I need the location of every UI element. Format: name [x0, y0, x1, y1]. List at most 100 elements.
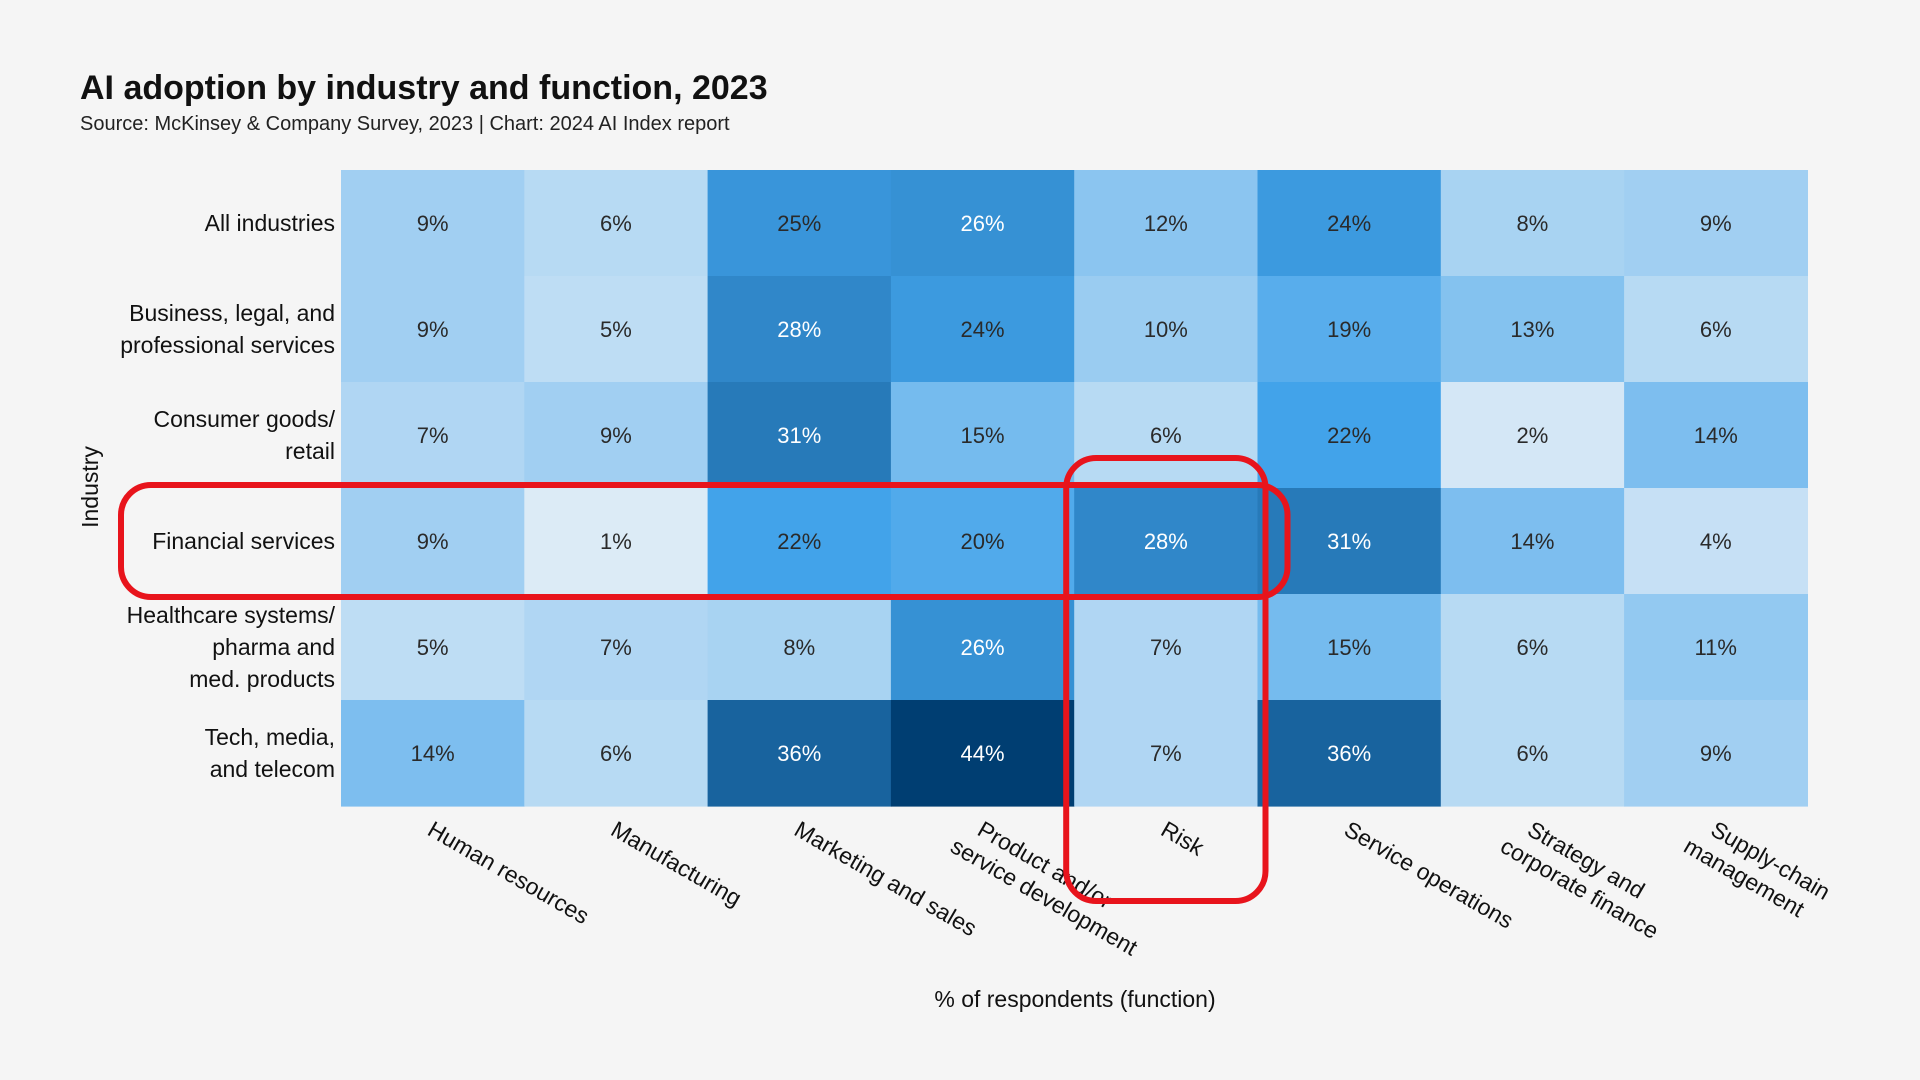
- cell-value-label: 13%: [1510, 317, 1554, 342]
- heatmap-cell: [890, 276, 1075, 383]
- cell-value-label: 22%: [777, 529, 821, 554]
- heatmap-cell: [341, 170, 525, 277]
- column-highlight-outline: [1063, 455, 1269, 904]
- heatmap-cell: [1624, 700, 1808, 807]
- cell-value-label: 7%: [1150, 635, 1182, 660]
- cell-value-label: 24%: [1327, 211, 1371, 236]
- column-label: Service operations: [1340, 816, 1518, 934]
- row-label: Financial services: [152, 528, 335, 554]
- row-label: Healthcare systems/pharma and med. produc…: [127, 602, 336, 692]
- heatmap-cells: 9% 6% 25% 26% 12% 24% 8% 9% 9% 5% 28% 24% 10% 19% 13% 6…: [341, 170, 1808, 807]
- chart-subtitle: Source: McKinsey & Company Survey, 2023 …: [80, 113, 730, 135]
- heatmap-cell: [1624, 170, 1808, 277]
- cell-value-label: 36%: [777, 741, 821, 766]
- heatmap-cell: [341, 488, 525, 595]
- cell-value-label: 8%: [783, 635, 815, 660]
- cell-value-label: 31%: [777, 423, 821, 448]
- cell-value-label: 14%: [1510, 529, 1554, 554]
- cell-value-label: 7%: [1150, 741, 1182, 766]
- cell-value-label: 15%: [961, 423, 1005, 448]
- column-label: Manufacturing: [607, 816, 746, 911]
- cell-value-label: 6%: [1150, 423, 1182, 448]
- cell-value-label: 9%: [417, 211, 449, 236]
- x-axis-title: % of respondents (function): [934, 986, 1215, 1012]
- cell-value-label: 9%: [417, 317, 449, 342]
- cell-value-label: 19%: [1327, 317, 1371, 342]
- row-label: Consumer goods/retail: [153, 406, 335, 464]
- chart-title: AI adoption by industry and function, 20…: [80, 69, 768, 107]
- heatmap-cell: [890, 488, 1075, 595]
- heatmap-cell: [1074, 276, 1259, 383]
- heatmap-cell: [1440, 488, 1625, 595]
- cell-value-label: 31%: [1327, 529, 1371, 554]
- heatmap-cell: [1257, 594, 1442, 701]
- heatmap-cell: [1624, 382, 1808, 489]
- heatmap-cell: [341, 700, 525, 807]
- cell-value-label: 8%: [1517, 211, 1549, 236]
- heatmap-cell: [524, 488, 709, 595]
- cell-value-label: 14%: [411, 741, 455, 766]
- cell-value-label: 5%: [600, 317, 632, 342]
- cell-value-label: 44%: [961, 741, 1005, 766]
- column-label: Human resources: [424, 816, 594, 929]
- heatmap-cell: [1624, 276, 1808, 383]
- heatmap-cell: [1440, 382, 1625, 489]
- heatmap-cell: [341, 594, 525, 701]
- heatmap-cell: [1257, 170, 1442, 277]
- heatmap-cell: [1257, 382, 1442, 489]
- cell-value-label: 36%: [1327, 741, 1371, 766]
- heatmap-cell: [1440, 594, 1625, 701]
- cell-value-label: 9%: [1700, 211, 1732, 236]
- heatmap-cell: [890, 594, 1075, 701]
- heatmap-cell: [341, 382, 525, 489]
- heatmap-cell: [1440, 276, 1625, 383]
- row-highlight-outline: [118, 482, 1291, 600]
- heatmap-cell: [707, 276, 892, 383]
- cell-value-label: 5%: [417, 635, 449, 660]
- cell-value-label: 6%: [1517, 635, 1549, 660]
- heatmap-cell: [890, 170, 1075, 277]
- column-label: Marketing and sales: [790, 816, 981, 941]
- heatmap-cell: [707, 594, 892, 701]
- cell-value-label: 22%: [1327, 423, 1371, 448]
- cell-value-label: 28%: [777, 317, 821, 342]
- cell-value-label: 1%: [600, 529, 632, 554]
- cell-value-label: 4%: [1700, 529, 1732, 554]
- cell-value-label: 6%: [600, 741, 632, 766]
- cell-value-label: 6%: [600, 211, 632, 236]
- heatmap-cell: [1440, 700, 1625, 807]
- heatmap-cell: [707, 488, 892, 595]
- heatmap-cell: [1074, 594, 1259, 701]
- heatmap-cell: [707, 170, 892, 277]
- heatmap-cell: [707, 700, 892, 807]
- highlight-outlines: [118, 455, 1291, 904]
- heatmap-cell: [1074, 382, 1259, 489]
- cell-value-label: 6%: [1700, 317, 1732, 342]
- cell-value-label: 6%: [1517, 741, 1549, 766]
- cell-value-label: 24%: [961, 317, 1005, 342]
- cell-value-label: 12%: [1144, 211, 1188, 236]
- cell-value-label: 2%: [1517, 423, 1549, 448]
- heatmap-cell: [341, 276, 525, 383]
- cell-value-label: 15%: [1327, 635, 1371, 660]
- heatmap-cell: [890, 382, 1075, 489]
- heatmap-cell: [707, 382, 892, 489]
- cell-value-label: 26%: [961, 635, 1005, 660]
- y-axis-title: Industry: [77, 446, 103, 528]
- cell-value-label: 10%: [1144, 317, 1188, 342]
- column-label: Strategy andcorporate finance: [1496, 808, 1677, 944]
- heatmap-cell: [524, 594, 709, 701]
- cell-value-label: 9%: [1700, 741, 1732, 766]
- heatmap-cell: [524, 382, 709, 489]
- cell-value-label: 9%: [600, 423, 632, 448]
- heatmap-cell: [1074, 170, 1259, 277]
- column-label: Risk: [1157, 816, 1209, 861]
- cell-value-label: 14%: [1694, 423, 1738, 448]
- heatmap-cell: [524, 170, 709, 277]
- heatmap-cell: [1074, 488, 1259, 595]
- cell-value-label: 25%: [777, 211, 821, 236]
- heatmap-cell: [1624, 488, 1808, 595]
- row-labels: All industries Business, legal, and profes…: [120, 210, 335, 782]
- heatmap-cell: [1257, 276, 1442, 383]
